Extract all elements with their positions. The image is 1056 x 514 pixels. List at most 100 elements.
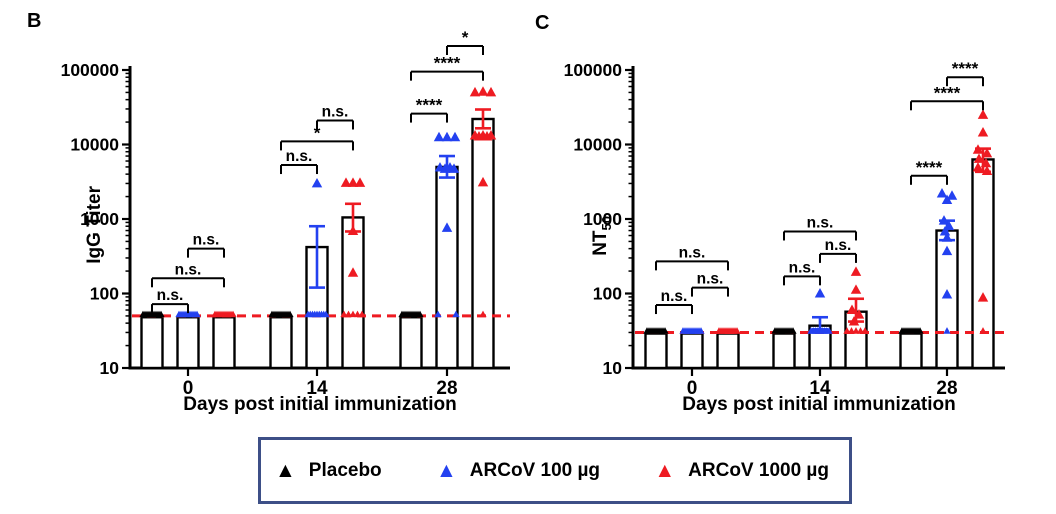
panel-c-data-point xyxy=(977,126,989,137)
panel-b-data-point xyxy=(354,177,366,187)
panel-b-lod-data-point xyxy=(434,310,442,318)
panel-c-data-point xyxy=(973,153,985,163)
panel-c-y-tick-label: 10 xyxy=(603,358,623,378)
panel-c-sig-label: n.s. xyxy=(789,259,816,276)
panel-c-bar-day0-group2 xyxy=(716,332,740,370)
panel-b-data-point xyxy=(433,131,445,142)
panel-b-sig-label: n.s. xyxy=(286,148,313,165)
panel-c-data-point xyxy=(850,266,862,276)
panel-b-lod-data-point xyxy=(416,310,424,318)
panel-c-data-point xyxy=(977,109,989,119)
panel-c-sig-label: n.s. xyxy=(661,288,688,305)
panel-b-sig-label: n.s. xyxy=(157,287,184,304)
legend: ▲ Placebo ▲ ARCoV 100 µg ▲ ARCoV 1000 µg xyxy=(258,437,852,504)
panel-b-data-point xyxy=(485,130,497,140)
panel-b-x-axis-label: Days post initial immunization xyxy=(183,394,457,415)
panel-c-data-point xyxy=(981,165,993,176)
panel-c-bar-day0-group0 xyxy=(644,332,668,370)
panel-c-data-point xyxy=(980,157,992,168)
panel-b-y-tick-label: 100000 xyxy=(61,60,120,80)
panel-b-data-point xyxy=(477,86,489,96)
panel-c-x-axis-label: Days post initial immunization xyxy=(682,394,956,415)
panel-c-data-point xyxy=(850,284,862,294)
panel-c-data-point xyxy=(941,194,953,204)
panel-c-x-tick-label: 14 xyxy=(809,378,831,399)
panel-c-y-tick-label: 100 xyxy=(593,284,622,304)
panel-c-letter: C xyxy=(535,12,550,34)
panel-b-lod-data-point xyxy=(322,310,330,318)
legend-item-arcov-100: ▲ ARCoV 100 µg xyxy=(436,460,600,482)
panel-c-lod-data-point xyxy=(916,327,924,334)
panel-c-y-tick-label: 1000 xyxy=(583,209,622,229)
panel-c-data-point xyxy=(946,190,958,200)
panel-b-data-point xyxy=(347,177,359,187)
panel-c-x-tick-label: 28 xyxy=(936,378,957,399)
arcov-100-triangle-icon: ▲ xyxy=(435,459,457,482)
panel-c-sig-label: n.s. xyxy=(807,214,834,231)
panel-c-sig-label: **** xyxy=(952,59,979,78)
panel-b-y-tick-label: 10 xyxy=(100,358,120,378)
panel-c-data-point xyxy=(943,220,955,231)
panel-b-bar-day0-group1 xyxy=(176,316,200,370)
panel-b-bar-day14-group0 xyxy=(269,316,293,370)
panel-b-data-point xyxy=(448,163,460,173)
panel-c-sig-label: **** xyxy=(934,83,961,102)
panel-c-lod-data-point xyxy=(825,327,833,334)
panel-c-data-point xyxy=(977,292,989,302)
panel-b-y-tick-label: 100 xyxy=(90,284,119,304)
panel-c-bar-day28-group2 xyxy=(971,158,995,370)
panel-b-y-tick-label: 10000 xyxy=(70,135,119,155)
panel-c-sig-label: n.s. xyxy=(679,244,706,261)
panel-c-data-point xyxy=(853,309,865,319)
panel-b-sig-label: * xyxy=(314,123,321,142)
legend-item-placebo: ▲ Placebo xyxy=(275,460,382,482)
panel-c-lod-data-point xyxy=(661,327,669,334)
panel-b-bar-day28-group1 xyxy=(435,165,459,370)
panel-c-lod-data-point xyxy=(861,327,869,334)
panel-c-data-point xyxy=(941,245,953,256)
panel-b-data-point xyxy=(485,86,497,97)
panel-b-lod-data-point xyxy=(358,310,366,318)
panel-c-y-tick-label: 100000 xyxy=(564,60,623,80)
panel-b-bar-day0-group2 xyxy=(212,316,236,370)
panel-b-sig-label: **** xyxy=(434,54,461,73)
panel-b-sig-label: n.s. xyxy=(322,103,349,120)
panel-c-data-point xyxy=(938,215,950,225)
arcov-1000-triangle-icon: ▲ xyxy=(654,459,676,482)
panel-c-data-point xyxy=(981,147,993,158)
panel-c-x-tick-label: 0 xyxy=(687,378,698,399)
panel-b-sig-label: n.s. xyxy=(175,261,202,278)
panel-b-sig-label: **** xyxy=(416,96,443,115)
panel-b-y-tick-label: 1000 xyxy=(80,209,119,229)
panel-b-data-point xyxy=(469,86,481,97)
panel-c-data-point xyxy=(846,304,858,314)
panel-b-bar-day28-group0 xyxy=(399,316,423,370)
panel-c-data-point xyxy=(814,288,826,298)
panel-c-bar-day14-group0 xyxy=(772,332,796,370)
legend-item-arcov-1000: ▲ ARCoV 1000 µg xyxy=(654,460,829,482)
panel-c-data-point xyxy=(972,144,984,154)
panel-c-data-point xyxy=(848,316,860,326)
panel-c-data-point xyxy=(939,225,951,236)
panel-b-sig-label: * xyxy=(462,28,469,47)
panel-b-data-point xyxy=(340,177,352,187)
panel-c-sig-label: n.s. xyxy=(825,237,852,254)
legend-label-arcov-100: ARCoV 100 µg xyxy=(469,459,601,481)
panel-c-lod-data-point xyxy=(733,327,741,334)
panel-c-data-point xyxy=(936,187,948,198)
panel-b-bar-day28-group2 xyxy=(471,117,495,370)
panel-c-data-point xyxy=(941,288,953,299)
panel-b-data-point xyxy=(477,176,489,187)
panel-c-lod-data-point xyxy=(789,327,797,334)
panel-b-x-tick-label: 28 xyxy=(436,378,457,399)
panel-b-lod-data-point xyxy=(193,310,201,318)
legend-label-placebo: Placebo xyxy=(308,459,382,481)
panel-c-sig-label: n.s. xyxy=(697,271,724,288)
panel-b-data-point xyxy=(441,131,453,142)
panel-b-sig-label: n.s. xyxy=(193,232,220,249)
panel-c-sig-label: **** xyxy=(916,158,943,177)
panel-b-data-point xyxy=(347,267,359,277)
panel-b-letter: B xyxy=(27,10,42,32)
panel-b-bar-day14-group2 xyxy=(341,216,365,370)
